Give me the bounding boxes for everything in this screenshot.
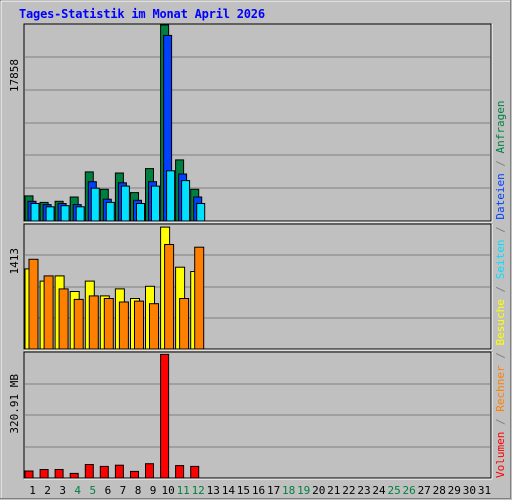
bottom-bar-volumen-day-4	[69, 472, 79, 479]
middle-panel-frame	[23, 223, 492, 350]
middle-bar-rechner-day-8	[134, 300, 144, 350]
x-tick-label: 13	[207, 484, 220, 497]
middle-bar-rechner-day-3	[58, 288, 69, 350]
legend-entry: Seiten	[494, 240, 507, 280]
middle-ymax-label: 1413	[8, 248, 21, 275]
x-tick-label: 6	[105, 484, 112, 497]
middle-bar-rechner-day-7	[118, 301, 129, 350]
x-tick-label: 7	[120, 484, 127, 497]
bottom-bar-volumen-day-2	[39, 469, 49, 479]
x-tick-label: 17	[267, 484, 280, 497]
x-tick-label: 25	[387, 484, 400, 497]
right-series-legend: Volumen / Rechner / Besuche / Seiten / D…	[494, 100, 507, 478]
bottom-bar-volumen-day-11	[175, 465, 185, 479]
x-tick-label: 4	[74, 484, 81, 497]
x-tick-label: 20	[312, 484, 325, 497]
bottom-bar-volumen-day-12	[190, 465, 200, 479]
bottom-bar-volumen-day-9	[145, 463, 154, 479]
x-tick-label: 1	[29, 484, 36, 497]
chart-title: Tages-Statistik im Monat April 2026	[19, 7, 265, 21]
x-tick-label: 21	[327, 484, 340, 497]
legend-entry: /	[494, 279, 507, 299]
x-tick-label: 9	[150, 484, 157, 497]
x-tick-label: 3	[59, 484, 66, 497]
bottom-bar-volumen-day-10	[160, 353, 170, 479]
x-tick-label: 29	[448, 484, 461, 497]
x-tick-label: 30	[463, 484, 476, 497]
bottom-bar-volumen-day-8	[130, 470, 139, 479]
middle-bar-rechner-day-11	[179, 298, 190, 350]
legend-entry: /	[494, 220, 507, 240]
x-tick-label: 11	[177, 484, 190, 497]
bottom-panel-frame	[23, 351, 492, 479]
middle-bar-rechner-day-9	[149, 303, 159, 350]
x-tick-label: 22	[342, 484, 355, 497]
x-tick-label: 18	[282, 484, 295, 497]
legend-entry: /	[494, 412, 507, 432]
top-bar-seiten-day-4	[75, 206, 85, 222]
top-bar-seiten-day-2	[45, 206, 55, 222]
top-bar-seiten-day-11	[181, 180, 191, 222]
top-ymax-label: 17858	[8, 59, 21, 92]
x-tick-label: 10	[161, 484, 174, 497]
bottom-bar-volumen-day-5	[84, 464, 94, 479]
x-tick-label: 28	[433, 484, 446, 497]
legend-entry: Volumen	[494, 432, 507, 478]
top-bar-seiten-day-1	[30, 203, 40, 222]
top-bar-seiten-day-9	[151, 185, 160, 222]
middle-bar-rechner-day-4	[73, 298, 84, 350]
x-tick-label: 27	[418, 484, 431, 497]
bottom-bar-volumen-day-3	[54, 469, 64, 479]
x-tick-label: 14	[222, 484, 236, 497]
x-tick-label: 24	[372, 484, 386, 497]
x-tick-label: 8	[135, 484, 142, 497]
bottom-bar-volumen-day-1	[24, 470, 34, 479]
legend-entry: Dateien	[494, 173, 507, 219]
bottom-bar-volumen-day-7	[114, 464, 124, 479]
legend-entry: Besuche	[494, 299, 507, 345]
top-panel-frame	[23, 23, 492, 222]
x-tick-label: 12	[192, 484, 205, 497]
legend-entry: Rechner	[494, 365, 507, 412]
middle-bar-rechner-day-1	[28, 258, 39, 350]
x-tick-label: 2	[44, 484, 51, 497]
middle-bar-rechner-day-12	[194, 246, 205, 350]
x-tick-label: 19	[297, 484, 310, 497]
middle-bar-rechner-day-6	[103, 298, 114, 350]
bottom-ymax-label: 320.91 MB	[8, 374, 21, 434]
top-bar-seiten-day-6	[105, 201, 115, 222]
middle-bar-rechner-day-10	[164, 244, 175, 350]
legend-entry: Anfragen	[494, 100, 507, 153]
top-bar-seiten-day-5	[90, 187, 100, 222]
x-tick-label: 15	[237, 484, 250, 497]
x-tick-label: 31	[478, 484, 491, 497]
x-tick-label: 23	[357, 484, 370, 497]
x-tick-label: 26	[402, 484, 415, 497]
legend-entry: /	[494, 153, 507, 173]
top-bar-seiten-day-8	[136, 203, 145, 222]
top-bar-seiten-day-3	[60, 205, 70, 222]
legend-entry: /	[494, 346, 507, 366]
middle-bar-rechner-day-5	[88, 295, 99, 350]
x-tick-label: 5	[89, 484, 96, 497]
bottom-bar-volumen-day-6	[99, 465, 109, 479]
top-bar-seiten-day-12	[196, 203, 206, 222]
x-tick-label: 16	[252, 484, 265, 497]
top-bar-seiten-day-10	[166, 170, 176, 222]
middle-bar-rechner-day-2	[43, 275, 54, 350]
top-bar-seiten-day-7	[120, 185, 130, 222]
